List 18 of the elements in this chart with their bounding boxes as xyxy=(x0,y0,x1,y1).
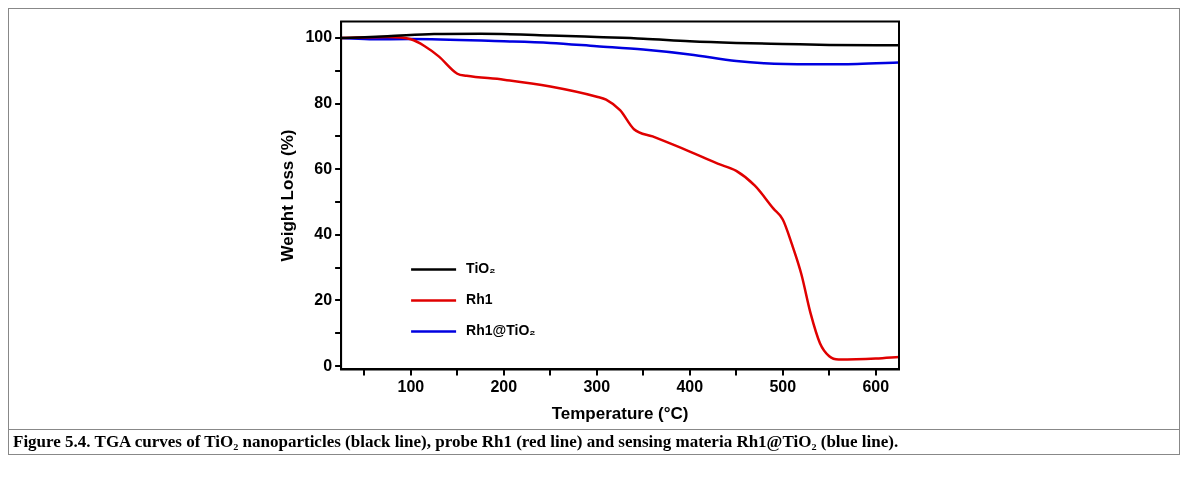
x-axis-title: Temperature (°C) xyxy=(551,404,689,424)
x-tick-label: 100 xyxy=(397,378,425,396)
y-axis-title: Weight Loss (%) xyxy=(277,129,297,262)
x-tick-label: 400 xyxy=(676,378,704,396)
y-tick-label: 0 xyxy=(323,356,333,374)
y-tick-label: 100 xyxy=(305,28,333,46)
y-tick-label: 40 xyxy=(314,225,333,243)
x-tick-label: 300 xyxy=(583,378,611,396)
x-tick-label: 600 xyxy=(862,378,890,396)
legend-label: TiO₂ xyxy=(466,260,496,277)
y-tick-label: 20 xyxy=(314,290,333,308)
y-tick-label: 60 xyxy=(314,159,333,177)
y-tick-label: 80 xyxy=(314,94,333,112)
legend-label: Rh1@TiO₂ xyxy=(466,322,536,339)
legend-label: Rh1 xyxy=(466,291,493,308)
caption: Figure 5.4. TGA curves of TiO₂ nanoparticles (black line), probe Rh1 (red line) and sensing materia Rh1@TiO₂ (blue line). xyxy=(9,429,1179,454)
x-tick-label: 200 xyxy=(490,378,518,396)
x-tick-label: 500 xyxy=(769,378,797,396)
